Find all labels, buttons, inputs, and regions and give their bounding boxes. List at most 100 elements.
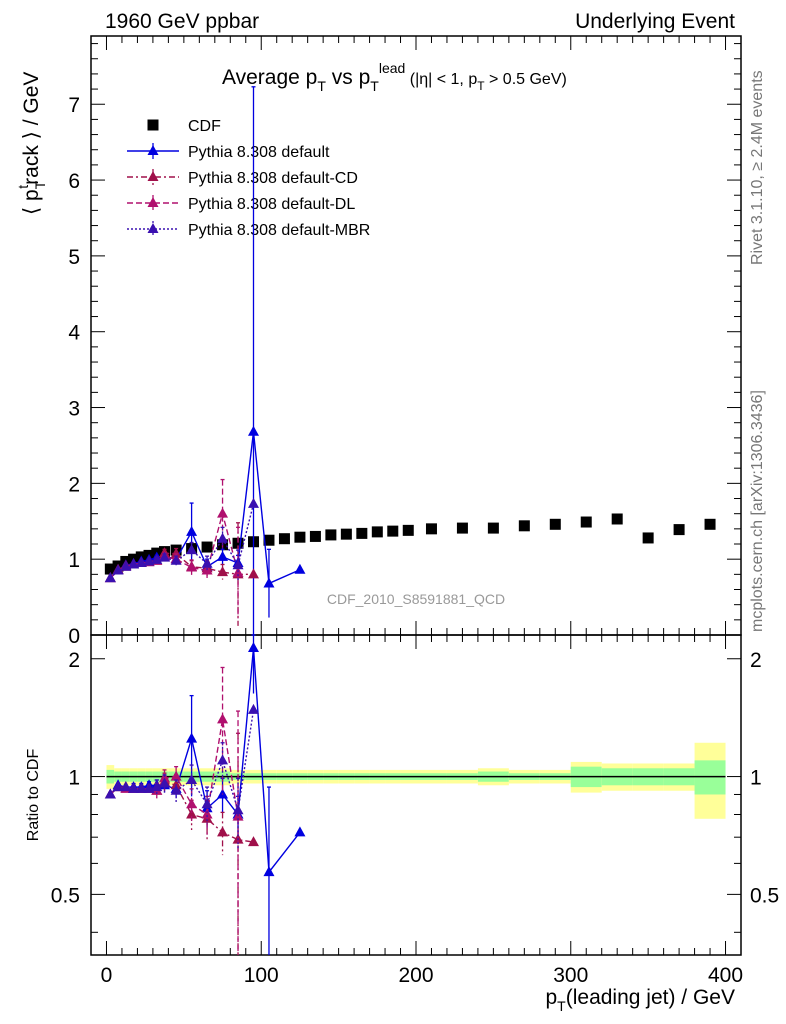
data-point xyxy=(170,784,182,795)
data-point xyxy=(294,826,306,837)
ratio-frame xyxy=(90,634,742,956)
x-tick-label: 0 xyxy=(101,964,113,987)
data-point xyxy=(248,425,259,436)
data-point xyxy=(217,754,229,765)
legend-marker xyxy=(147,145,159,155)
data-point xyxy=(159,551,171,562)
cdf-point xyxy=(294,531,306,543)
xlabel-a: p xyxy=(545,986,557,1009)
cdf-point xyxy=(402,524,414,536)
y-tick-label: 0 xyxy=(68,625,80,648)
legend-label: Pythia 8.308 default-CD xyxy=(188,170,358,187)
cdf-point xyxy=(642,532,654,544)
data-point xyxy=(232,559,244,570)
cdf-point xyxy=(278,533,290,545)
title-vs: vs p xyxy=(326,66,370,89)
ratio-y-tick-label-right: 2 xyxy=(750,649,762,672)
analysis-watermark: CDF_2010_S8591881_QCD xyxy=(327,591,505,607)
header-right: Underlying Event xyxy=(575,10,735,33)
legend-marker xyxy=(147,171,159,181)
y-tick-label: 2 xyxy=(68,473,80,496)
y-tick-label: 5 xyxy=(68,246,80,269)
title-sup: lead xyxy=(379,60,405,76)
cdf-point xyxy=(104,563,116,575)
header-left: 1960 GeV ppbar xyxy=(105,10,259,33)
data-point xyxy=(159,777,171,788)
y-tick-label: 7 xyxy=(68,94,80,117)
data-point xyxy=(248,703,259,714)
data-point xyxy=(248,497,259,508)
y-tick-label: 1 xyxy=(68,549,80,572)
data-point xyxy=(170,547,182,558)
cdf-point xyxy=(518,520,530,532)
title-sub2: T xyxy=(370,78,379,94)
cdf-point xyxy=(232,537,244,549)
data-point xyxy=(159,772,171,783)
ratio-ylabel: Ratio to CDF xyxy=(25,749,42,842)
data-point xyxy=(217,532,229,543)
data-point xyxy=(217,826,229,837)
main-ylabel-sup: t xyxy=(15,185,31,189)
chart-title: Average pT vs pTlead (|η| < 1, pT > 0.5 … xyxy=(222,60,567,94)
data-point xyxy=(104,572,116,583)
ratio-y-tick-label: 0.5 xyxy=(51,884,80,907)
cdf-point xyxy=(309,530,321,542)
data-point xyxy=(217,507,229,518)
data-point xyxy=(248,836,259,847)
data-point xyxy=(201,798,213,809)
data-point xyxy=(135,782,147,793)
xlabel-b: (leading jet) / GeV xyxy=(566,986,735,1009)
title-sub1: T xyxy=(317,78,326,94)
data-point xyxy=(201,808,213,819)
ratio-y-tick-label-right: 1 xyxy=(750,767,762,790)
xlabel-sub: T xyxy=(557,998,566,1014)
data-point xyxy=(186,544,198,555)
ratio-y-tick-label-right: 0.5 xyxy=(750,884,779,907)
cdf-point xyxy=(340,528,352,540)
ratio-series xyxy=(104,634,306,955)
data-point xyxy=(232,804,244,815)
cdf-point xyxy=(456,522,468,534)
data-point xyxy=(112,564,124,575)
data-point xyxy=(263,577,275,588)
legend-marker xyxy=(147,119,159,131)
data-point xyxy=(248,642,259,653)
cdf-point xyxy=(673,524,685,536)
series-line xyxy=(109,647,301,874)
data-point xyxy=(112,781,124,792)
data-point xyxy=(170,770,182,781)
y-tick-label: 4 xyxy=(68,322,80,345)
main-ylabel-a: ⟨ p xyxy=(20,189,43,215)
y-tick-label: 6 xyxy=(68,170,80,193)
cdf-point xyxy=(580,516,592,528)
cdf-point xyxy=(371,526,383,538)
data-point xyxy=(186,525,198,536)
y-tick-label: 3 xyxy=(68,398,80,421)
title-cuts-end: > 0.5 GeV) xyxy=(485,71,567,88)
title-cuts-sub: T xyxy=(477,79,485,93)
data-point xyxy=(217,550,229,561)
x-tick-label: 400 xyxy=(708,964,743,987)
cdf-point xyxy=(704,518,716,530)
cdf-point xyxy=(611,513,623,525)
band-inner-bin xyxy=(694,760,726,795)
data-point xyxy=(248,568,259,579)
legend-marker xyxy=(147,223,159,233)
data-point xyxy=(143,555,155,566)
data-point xyxy=(186,798,198,809)
cdf-point xyxy=(325,529,337,541)
data-point xyxy=(135,556,147,567)
legend-marker xyxy=(147,197,159,207)
data-point xyxy=(120,781,132,792)
data-point xyxy=(151,781,163,792)
cdf-point xyxy=(549,518,561,530)
legend-label: Pythia 8.308 default xyxy=(188,144,330,161)
cdf-point xyxy=(201,541,213,553)
x-tick-label: 100 xyxy=(244,964,279,987)
rivet-label: Rivet 3.1.10, ≥ 2.4M events xyxy=(749,70,766,265)
data-point xyxy=(186,773,198,784)
main-ylabel-sub: T xyxy=(32,180,48,189)
data-point xyxy=(263,866,275,877)
x-tick-label: 200 xyxy=(398,964,433,987)
